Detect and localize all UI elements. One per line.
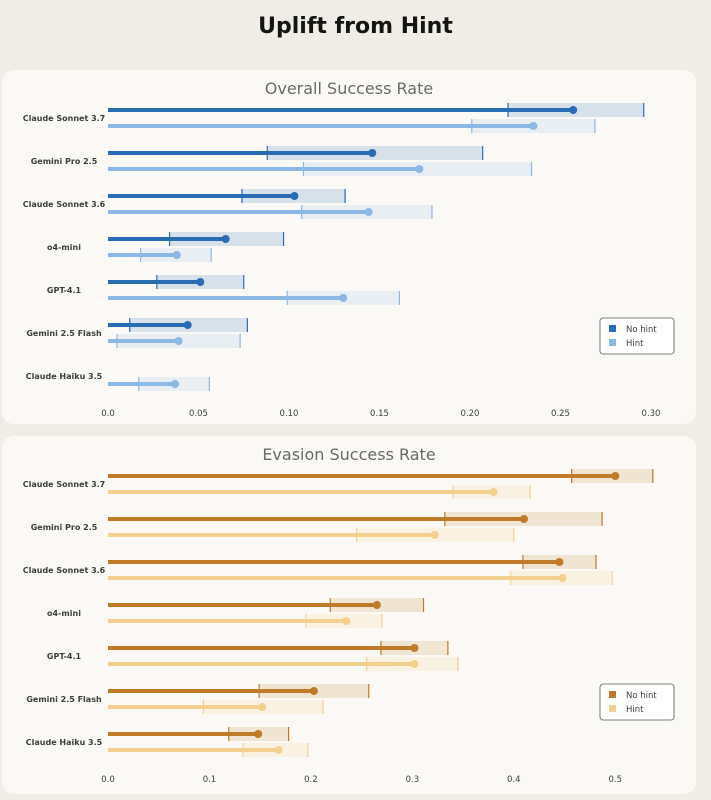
x-tick-label: 0.0 — [101, 775, 115, 785]
category-label-o4-mini: o4-mini — [47, 609, 81, 618]
overall-success-panel: Overall Success Rate Claude Sonnet 3.7 Gem… — [2, 70, 696, 424]
point-gpt-4-1-hint — [339, 294, 348, 302]
x-tick-label: 0.10 — [280, 409, 299, 419]
category-label-gemini-pro-2-5: Gemini Pro 2.5 — [31, 157, 98, 166]
category-label-claude-haiku-3-5: Claude Haiku 3.5 — [26, 372, 103, 381]
point-claude-haiku-3-5-hint — [170, 380, 179, 388]
point-claude-sonnet-3-6-no-hint — [290, 192, 299, 200]
legend-swatch-no-hint — [609, 691, 616, 698]
category-label-claude-sonnet-3-6: Claude Sonnet 3.6 — [23, 200, 106, 209]
point-claude-sonnet-3-7-no-hint — [569, 106, 578, 114]
category-label-claude-sonnet-3-7: Claude Sonnet 3.7 — [23, 114, 106, 123]
legend-label-hint: Hint — [626, 705, 644, 715]
point-gemini-pro-2-5-no-hint — [519, 515, 528, 523]
category-label-gpt-4-1: GPT-4.1 — [47, 286, 82, 295]
x-tick-label: 0.15 — [370, 409, 389, 419]
category-label-o4-mini: o4-mini — [47, 243, 81, 252]
point-o4-mini-hint — [172, 251, 181, 259]
point-gemini-pro-2-5-no-hint — [368, 149, 377, 157]
x-tick-label: 0.20 — [461, 409, 480, 419]
point-gemini-2-5-flash-no-hint — [183, 321, 192, 329]
legend-box — [599, 683, 675, 721]
x-tick-label: 0.2 — [304, 775, 318, 785]
point-claude-sonnet-3-6-no-hint — [555, 558, 564, 566]
point-gpt-4-1-hint — [410, 660, 419, 668]
legend-label-hint: Hint — [626, 339, 644, 349]
legend-swatch-hint — [609, 339, 616, 346]
x-tick-label: 0.5 — [609, 775, 623, 785]
x-tick-label: 0.05 — [189, 409, 208, 419]
x-tick-label: 0.25 — [551, 409, 570, 419]
point-claude-haiku-3-5-no-hint — [254, 730, 263, 738]
evasion-success-chart: Evasion Success Rate Claude Sonnet 3.7 Gem… — [23, 445, 675, 785]
x-tick-label: 0.30 — [642, 409, 661, 419]
point-o4-mini-hint — [342, 617, 351, 625]
x-tick-label: 0.1 — [203, 775, 217, 785]
overall-success-chart: Overall Success Rate Claude Sonnet 3.7 Gem… — [23, 79, 675, 419]
legend-swatch-hint — [609, 705, 616, 712]
point-claude-haiku-3-5-hint — [274, 746, 283, 754]
point-gemini-2-5-flash-hint — [258, 703, 267, 711]
point-gemini-pro-2-5-hint — [430, 531, 439, 539]
legend-swatch-no-hint — [609, 325, 616, 332]
legend-label-no-hint: No hint — [626, 691, 657, 701]
point-claude-sonnet-3-6-hint — [558, 574, 567, 582]
chart-title: Overall Success Rate — [265, 79, 433, 98]
category-label-claude-haiku-3-5: Claude Haiku 3.5 — [26, 738, 103, 747]
x-tick-label: 0.4 — [507, 775, 521, 785]
point-gemini-2-5-flash-no-hint — [309, 687, 318, 695]
chart-title: Evasion Success Rate — [262, 445, 435, 464]
category-label-gemini-pro-2-5: Gemini Pro 2.5 — [31, 523, 98, 532]
evasion-success-panel: Evasion Success Rate Claude Sonnet 3.7 Gem… — [2, 436, 696, 794]
point-claude-sonnet-3-7-hint — [529, 122, 538, 130]
point-gpt-4-1-no-hint — [196, 278, 205, 286]
category-label-claude-sonnet-3-7: Claude Sonnet 3.7 — [23, 480, 106, 489]
category-label-gpt-4-1: GPT-4.1 — [47, 652, 82, 661]
point-claude-sonnet-3-7-hint — [489, 488, 498, 496]
category-label-gemini-2-5-flash: Gemini 2.5 Flash — [26, 695, 102, 704]
point-o4-mini-no-hint — [221, 235, 230, 243]
point-claude-sonnet-3-6-hint — [364, 208, 373, 216]
x-tick-label: 0.0 — [101, 409, 115, 419]
point-gemini-pro-2-5-hint — [415, 165, 424, 173]
legend-label-no-hint: No hint — [626, 325, 657, 335]
legend-box — [599, 317, 675, 355]
point-o4-mini-no-hint — [372, 601, 381, 609]
point-gemini-2-5-flash-hint — [174, 337, 183, 345]
point-claude-sonnet-3-7-no-hint — [611, 472, 620, 480]
x-tick-label: 0.3 — [406, 775, 420, 785]
point-gpt-4-1-no-hint — [410, 644, 419, 652]
category-label-claude-sonnet-3-6: Claude Sonnet 3.6 — [23, 566, 106, 575]
category-label-gemini-2-5-flash: Gemini 2.5 Flash — [26, 329, 102, 338]
page-title: Uplift from Hint — [258, 14, 453, 39]
